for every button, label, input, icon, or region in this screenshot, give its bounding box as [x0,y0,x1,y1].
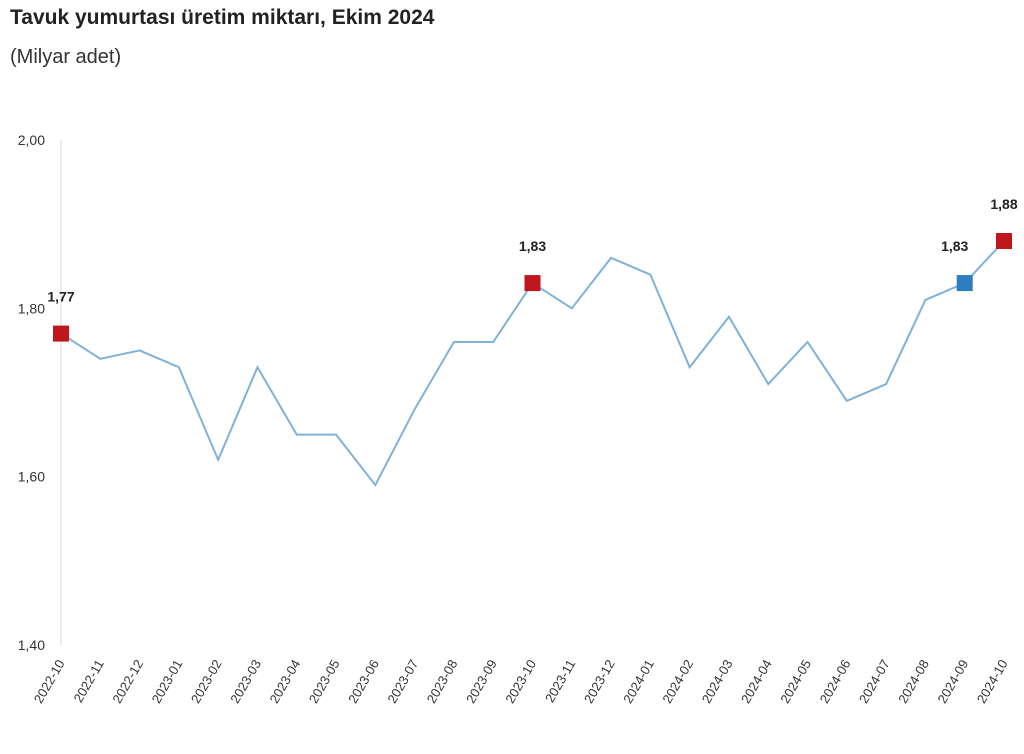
data-point [609,256,613,260]
x-tick-label: 2023-12 [581,657,618,706]
data-point [138,348,142,352]
x-tick-label: 2024-08 [895,657,932,706]
data-point [216,458,220,462]
chart-subtitle: (Milyar adet) [10,46,122,68]
x-tick-label: 2024-06 [817,657,854,706]
data-point [491,340,495,344]
x-tick-label: 2023-06 [345,657,382,706]
data-point [884,382,888,386]
data-label: 1,77 [47,289,74,305]
data-point [727,315,731,319]
x-tick-label: 2023-08 [424,657,461,706]
data-label: 1,83 [519,238,546,254]
data-label: 1,88 [990,196,1017,212]
y-tick-label: 1,60 [18,469,45,485]
data-label: 1,83 [941,238,968,254]
data-point [923,298,927,302]
x-tick-label: 2023-01 [149,657,186,706]
x-tick-label: 2023-03 [227,657,264,706]
x-tick-label: 2024-07 [856,657,893,706]
data-point [177,365,181,369]
data-point [766,382,770,386]
data-point [295,433,299,437]
y-tick-label: 2,00 [18,132,45,148]
x-tick-label: 2022-12 [109,657,146,706]
x-tick-label: 2023-10 [502,657,539,706]
data-point [452,340,456,344]
x-tick-label: 2024-05 [777,657,814,706]
data-point [413,407,417,411]
x-tick-label: 2023-11 [542,657,578,705]
data-point [806,340,810,344]
x-tick-label: 2024-02 [659,657,696,706]
x-tick-label: 2024-01 [620,657,657,706]
y-tick-label: 1,40 [18,637,45,653]
data-point [98,357,102,361]
x-tick-label: 2024-04 [738,657,775,706]
x-tick-label: 2023-05 [306,657,343,706]
x-tick-label: 2022-11 [71,657,107,705]
y-tick-label: 1,80 [18,300,45,316]
highlight-marker [53,325,69,342]
x-tick-label: 2024-09 [934,657,971,706]
highlight-marker [524,275,541,292]
x-tick-label: 2023-07 [384,657,421,706]
x-tick-label: 2024-10 [974,657,1011,706]
x-tick-label: 2023-04 [266,657,303,706]
data-point [845,399,849,403]
data-point [688,365,692,369]
data-point [255,365,259,369]
x-tick-label: 2024-03 [699,657,736,706]
data-point [373,483,377,487]
x-tick-label: 2022-10 [31,657,68,706]
highlight-marker [996,233,1012,249]
data-point [648,273,652,277]
chart-title: Tavuk yumurtası üretim miktarı, Ekim 202… [10,6,435,29]
data-point [334,433,338,437]
data-point [570,306,574,310]
highlight-marker [956,275,973,292]
x-tick-label: 2023-02 [188,657,225,706]
x-tick-label: 2023-09 [463,657,500,706]
